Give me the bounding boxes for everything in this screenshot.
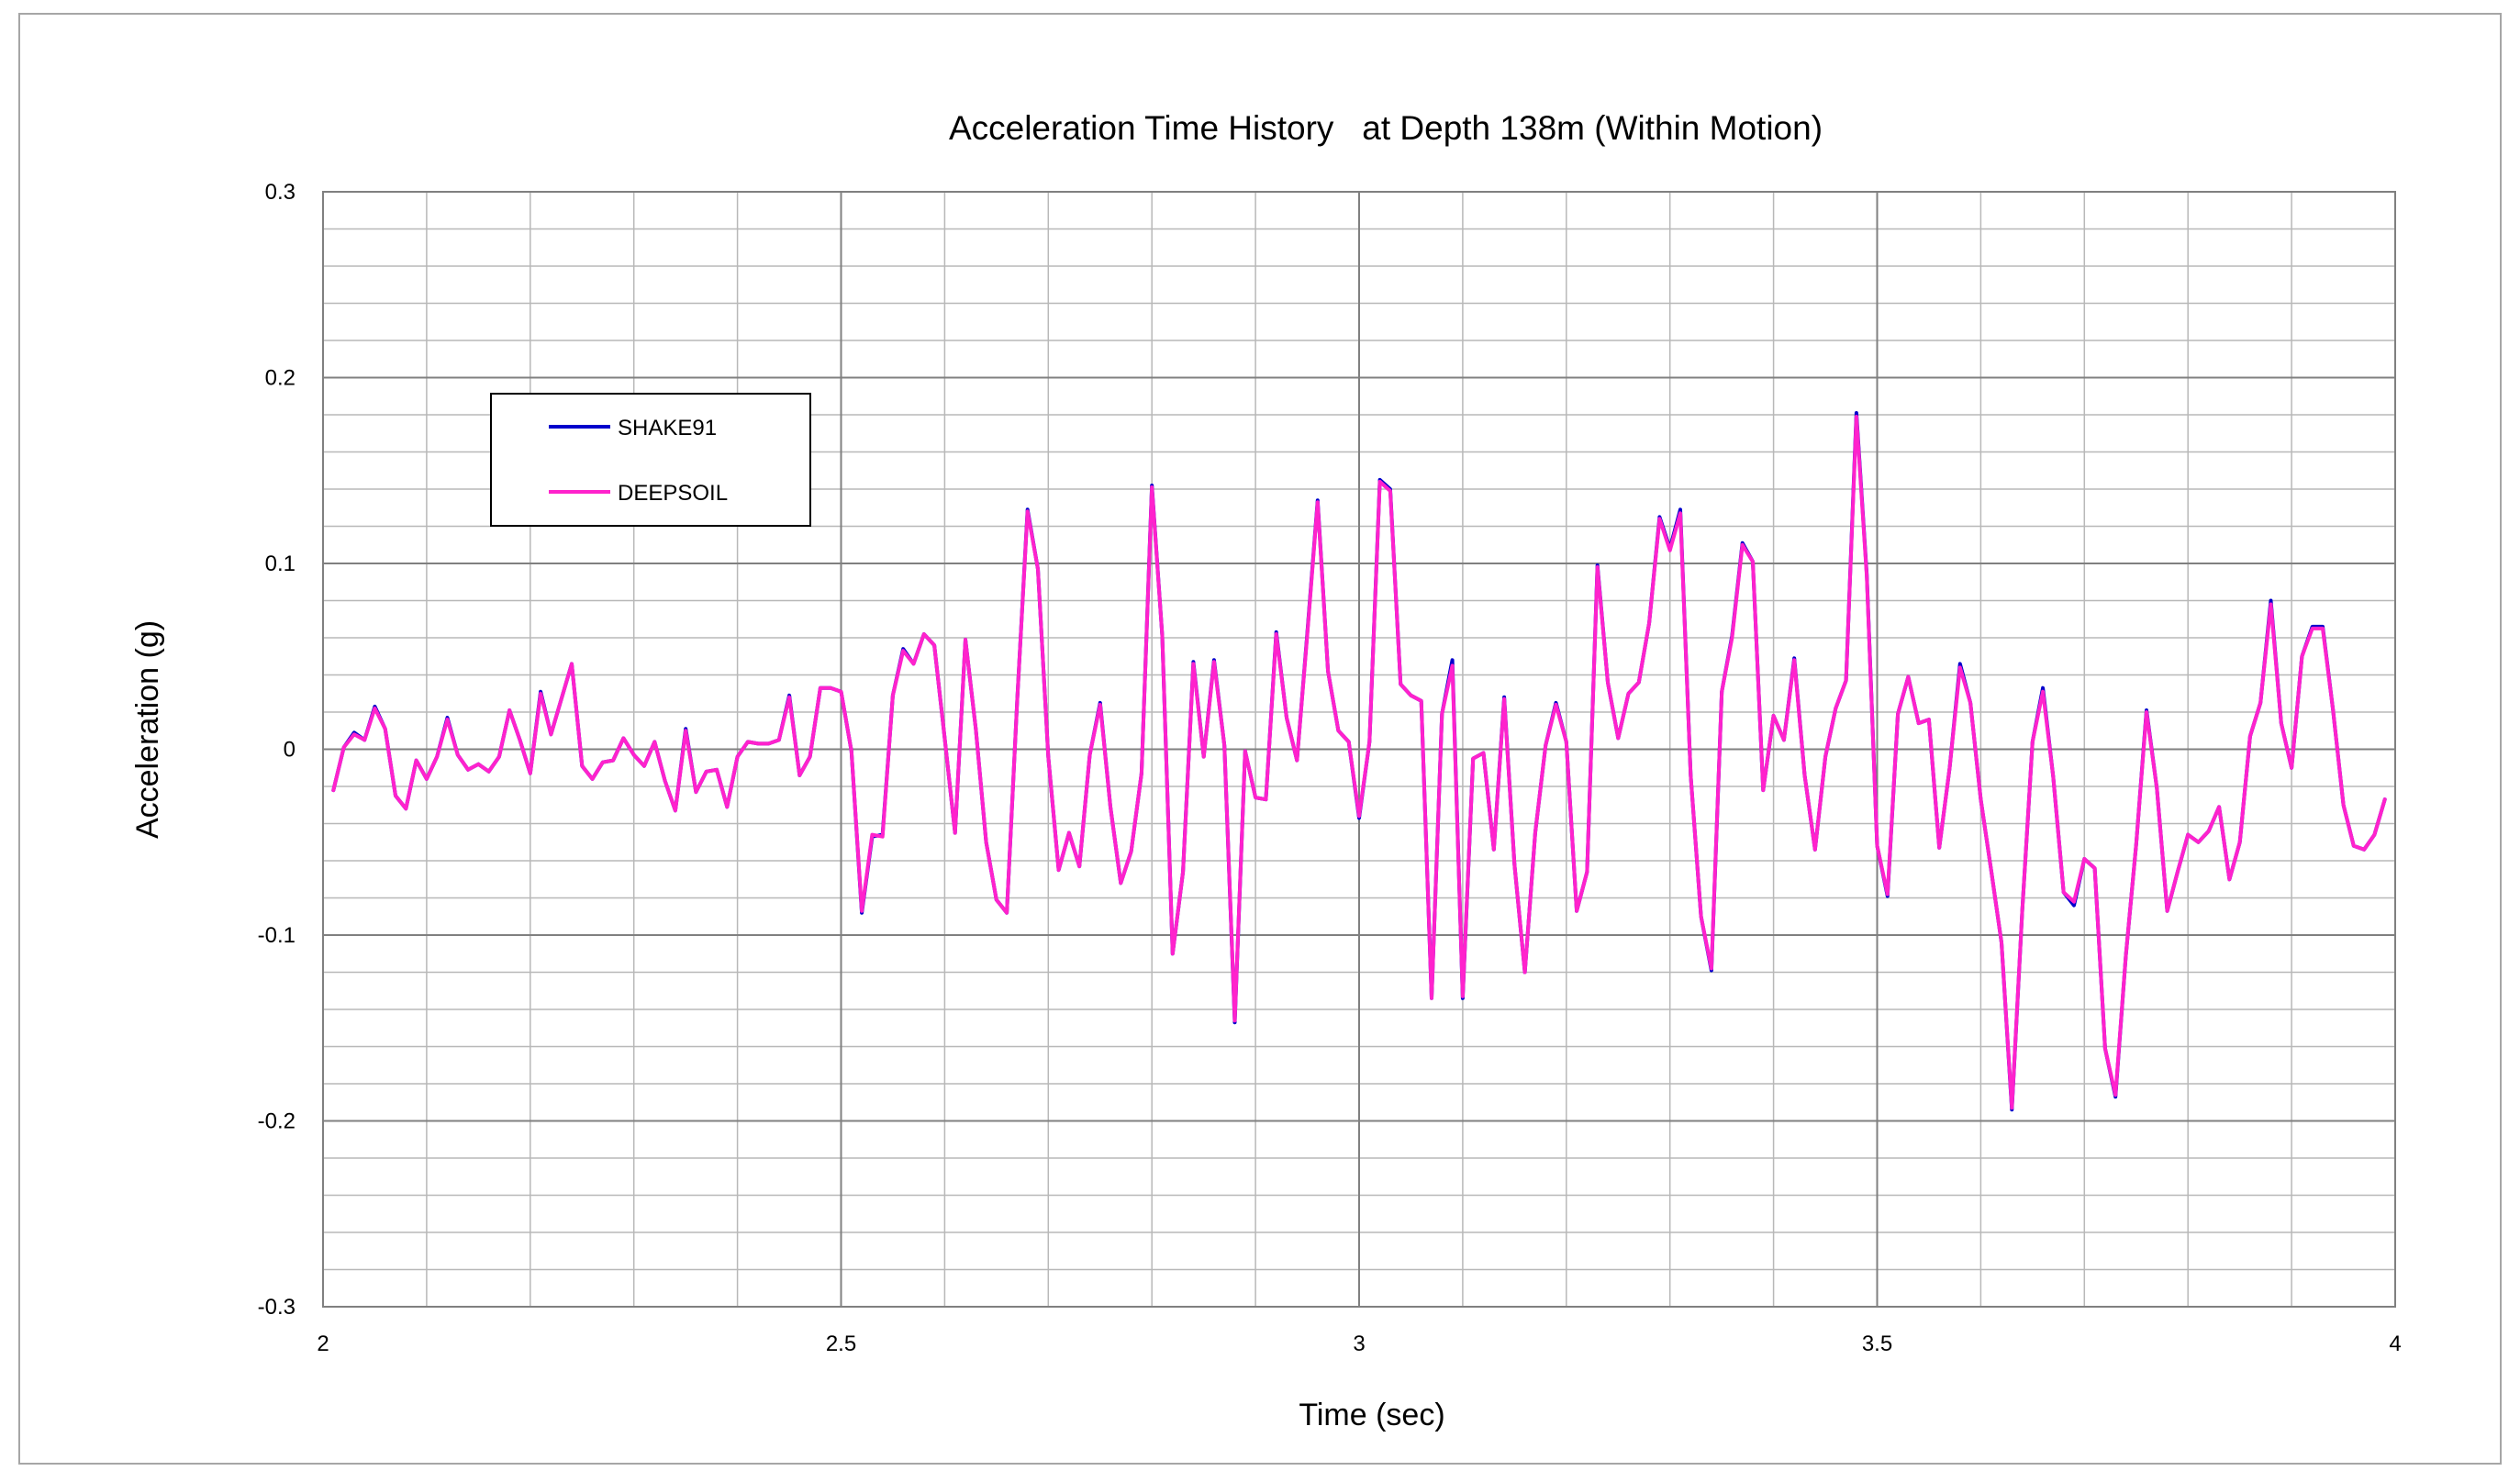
y-tick-labels: -0.3 -0.2 -0.1 0 0.1 0.2 0.3 bbox=[258, 180, 295, 1320]
x-tick-label: 3 bbox=[1353, 1332, 1365, 1356]
series-line-deepsoil bbox=[331, 415, 2387, 1110]
y-tick-label: 0.1 bbox=[265, 552, 295, 576]
chart-frame bbox=[18, 13, 2502, 1465]
chart-title: Acceleration Time History at Depth 138m … bbox=[949, 109, 1823, 147]
legend-label-deepsoil: DEEPSOIL bbox=[618, 481, 728, 506]
legend: SHAKE91 DEEPSOIL bbox=[490, 393, 811, 527]
x-tick-label: 2 bbox=[317, 1332, 329, 1356]
y-tick-label: -0.1 bbox=[258, 923, 295, 948]
series-lines bbox=[331, 411, 2387, 1112]
y-tick-label: -0.2 bbox=[258, 1109, 295, 1134]
y-tick-label: 0.2 bbox=[265, 366, 295, 391]
x-axis-label: Time (sec) bbox=[1299, 1398, 1444, 1432]
y-tick-label: 0.3 bbox=[265, 180, 295, 205]
y-tick-label: 0 bbox=[284, 738, 295, 763]
y-axis-label: Acceleration (g) bbox=[130, 620, 165, 839]
x-tick-labels: 2 2.5 3 3.5 4 bbox=[317, 1332, 2401, 1356]
plot-area-border bbox=[322, 191, 2396, 1308]
x-tick-label: 4 bbox=[2389, 1332, 2401, 1356]
legend-box bbox=[490, 393, 811, 527]
x-tick-label: 2.5 bbox=[826, 1332, 856, 1356]
x-tick-label: 3.5 bbox=[1862, 1332, 1892, 1356]
legend-label-shake91: SHAKE91 bbox=[618, 416, 717, 440]
y-tick-label: -0.3 bbox=[258, 1295, 295, 1320]
